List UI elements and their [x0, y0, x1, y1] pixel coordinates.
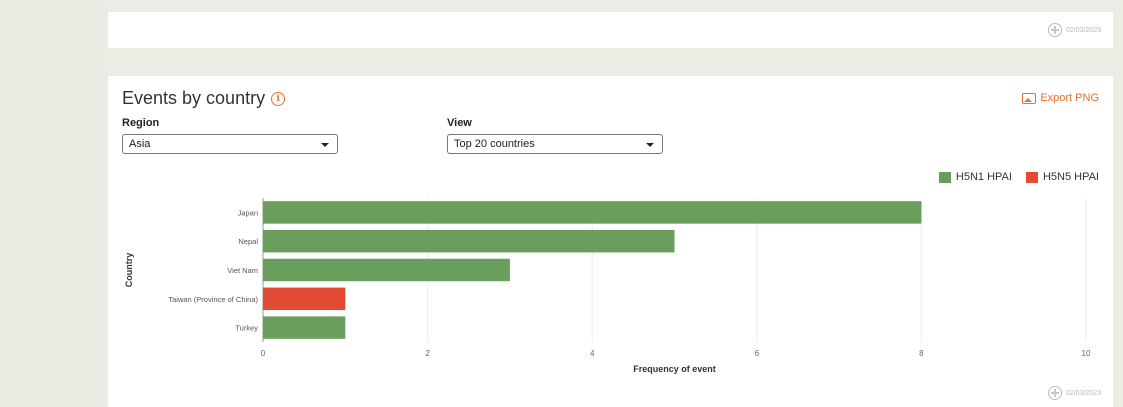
export-png-label: Export PNG [1040, 92, 1099, 104]
y-tick-label: Taiwan (Province of China) [168, 295, 258, 304]
chevron-down-icon [321, 143, 329, 147]
events-by-country-panel: Events by country i Export PNG Region As… [108, 76, 1113, 407]
x-tick-label: 10 [1082, 349, 1091, 358]
legend-label-h5n5: H5N5 HPAI [1042, 171, 1099, 183]
fao-logo-icon [1047, 23, 1062, 37]
view-select-value: Top 20 countries [454, 138, 535, 150]
chevron-down-icon [646, 143, 654, 147]
x-tick-label: 4 [590, 349, 595, 358]
y-axis-title: Country [124, 253, 134, 288]
legend-swatch-h5n5 [1025, 171, 1038, 183]
bar [263, 287, 346, 311]
bar [263, 316, 346, 339]
x-tick-label: 0 [261, 349, 266, 358]
bar [263, 229, 675, 253]
region-select-value: Asia [129, 138, 151, 150]
region-select[interactable]: Asia [122, 134, 338, 154]
export-png-button[interactable]: Export PNG [1022, 92, 1099, 104]
panel-date-stamp: 02/03/2023 [1047, 386, 1101, 400]
panel-title: Events by country [122, 88, 266, 108]
x-tick-label: 8 [919, 349, 924, 358]
fao-logo-icon [1047, 386, 1062, 400]
panel-title-row: Events by country i [122, 88, 286, 109]
side-strip [0, 0, 108, 407]
legend-item-h5n5[interactable]: H5N5 HPAI [1025, 171, 1099, 183]
region-label: Region [122, 117, 160, 129]
top-date-stamp: 02/03/2023 [1047, 23, 1101, 37]
legend-label-h5n1: H5N1 HPAI [955, 171, 1012, 183]
bar [263, 201, 922, 224]
panel-date-text: 02/03/2023 [1065, 389, 1101, 397]
y-tick-label: Viet Nam [227, 266, 258, 275]
y-tick-label: Nepal [238, 237, 258, 246]
y-tick-label: Japan [238, 208, 258, 217]
y-tick-label: Turkey [235, 324, 258, 333]
legend-item-h5n1[interactable]: H5N1 HPAI [938, 171, 1012, 183]
x-tick-label: 2 [425, 349, 430, 358]
bar-chart: 0 2 4 6 8 10 Japan Nepal Viet Nam Taiwan (Provinc… [124, 198, 1091, 374]
top-date-text: 02/03/2023 [1065, 26, 1101, 34]
image-icon [1022, 92, 1037, 104]
x-tick-label: 6 [755, 349, 760, 358]
view-select[interactable]: Top 20 countries [447, 134, 663, 154]
legend-swatch-h5n1 [938, 171, 951, 183]
top-card: 02/03/2023 [108, 12, 1113, 48]
bar [263, 258, 510, 282]
x-axis-title: Frequency of event [633, 364, 716, 374]
view-label: View [447, 117, 472, 129]
chart-legend: H5N1 HPAI H5N5 HPAI [938, 171, 1099, 183]
info-icon[interactable]: i [271, 91, 286, 106]
